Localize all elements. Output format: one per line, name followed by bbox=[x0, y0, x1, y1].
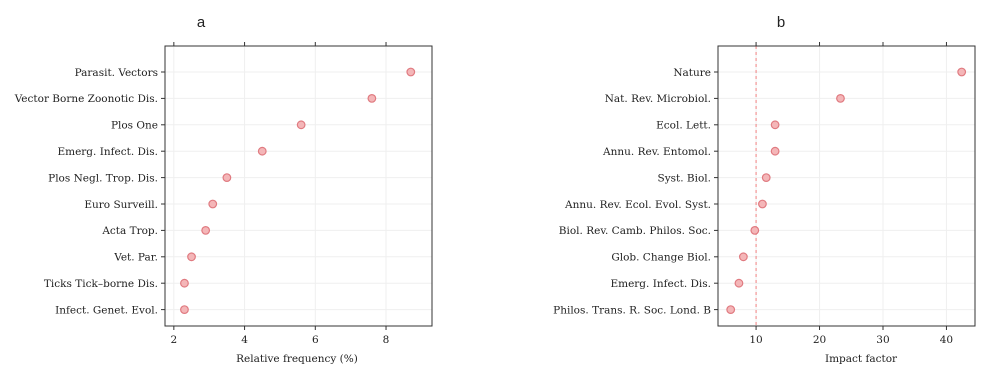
panel-b-data-point bbox=[957, 67, 967, 77]
panel-a-data-point bbox=[201, 225, 211, 235]
panel-a-category-label: Emerg. Infect. Dis. bbox=[57, 146, 158, 158]
panel-b-data-point bbox=[738, 252, 748, 262]
panel-b-x-tick-label: 30 bbox=[876, 334, 889, 346]
panel-a-category-label: Ticks Tick–borne Dis. bbox=[44, 278, 158, 290]
panel-b-x-tick-label: 20 bbox=[813, 334, 826, 346]
panel-b-data-point bbox=[734, 278, 744, 288]
panel-a-data-point bbox=[367, 93, 377, 103]
panel-a-x-tick-label: 4 bbox=[241, 334, 248, 346]
panel-a: a Relative frequency (%) 2 4 6 8 Parasit. Ve… bbox=[14, 14, 433, 365]
panel-b-data-point bbox=[770, 120, 780, 130]
panel-b-category-label: Glob. Change Biol. bbox=[611, 252, 711, 264]
panel-a-data-point bbox=[257, 146, 267, 156]
panel-a-category-label: Euro Surveill. bbox=[84, 199, 158, 211]
panel-a-x-tick-label: 6 bbox=[312, 334, 319, 346]
panel-a-data-point bbox=[406, 67, 416, 77]
panel-b-category-label: Philos. Trans. R. Soc. Lond. B bbox=[553, 304, 711, 316]
panel-a-x-tick-label: 2 bbox=[170, 334, 177, 346]
panel-a-category-label: Vector Borne Zoonotic Dis. bbox=[14, 93, 158, 105]
panel-b-category-label: Annu. Rev. Entomol. bbox=[602, 146, 711, 158]
panel-b-category-label: Nature bbox=[673, 67, 711, 79]
panel-a-category-label: Vet. Par. bbox=[113, 252, 158, 264]
panel-b-x-tick-label: 40 bbox=[940, 334, 953, 346]
panel-b-letter: b bbox=[777, 14, 785, 31]
panel-b-data-point bbox=[836, 93, 845, 103]
panel-b-data-point bbox=[770, 146, 780, 156]
panel-b-x-tick-label: 10 bbox=[749, 334, 762, 346]
panel-a-data-point bbox=[208, 199, 218, 209]
panel-a-x-axis-title: Relative frequency (%) bbox=[236, 353, 358, 365]
panel-b-category-label: Nat. Rev. Microbiol. bbox=[605, 93, 711, 105]
panel-a-data-point bbox=[187, 252, 196, 262]
panel-b-data-point bbox=[761, 173, 771, 183]
panel-b-data-point bbox=[758, 199, 767, 209]
panel-a-data-point bbox=[180, 278, 189, 288]
panel-b-category-label: Biol. Rev. Camb. Philos. Soc. bbox=[559, 225, 711, 237]
panel-a-category-label: Infect. Genet. Evol. bbox=[55, 304, 158, 316]
panel-a-category-label: Plos Negl. Trop. Dis. bbox=[48, 172, 158, 184]
panel-a-letter: a bbox=[197, 14, 206, 31]
panel-a-data-point bbox=[180, 305, 189, 315]
panel-a-data-point bbox=[222, 173, 232, 183]
panel-b-data-point bbox=[750, 225, 760, 235]
panel-b: b Impact factor 10 20 30 40 Nature Nat. Rev. … bbox=[553, 14, 976, 365]
panel-b-category-label: Ecol. Lett. bbox=[656, 120, 711, 132]
panel-a-category-label: Acta Trop. bbox=[101, 225, 158, 237]
panel-b-category-label: Emerg. Infect. Dis. bbox=[610, 278, 711, 290]
panel-a-plot-frame bbox=[164, 45, 433, 327]
panel-b-category-label: Annu. Rev. Ecol. Evol. Syst. bbox=[564, 199, 711, 211]
panel-a-data-point bbox=[296, 120, 306, 130]
panel-a-category-label: Parasit. Vectors bbox=[75, 67, 158, 79]
panel-b-category-label: Syst. Biol. bbox=[658, 172, 712, 184]
panel-b-plot-frame bbox=[717, 45, 976, 327]
panel-b-data-point bbox=[726, 305, 736, 315]
panel-b-x-axis-title: Impact factor bbox=[825, 353, 898, 365]
panel-a-category-label: Plos One bbox=[111, 120, 158, 132]
panel-a-x-tick-label: 8 bbox=[383, 334, 390, 346]
